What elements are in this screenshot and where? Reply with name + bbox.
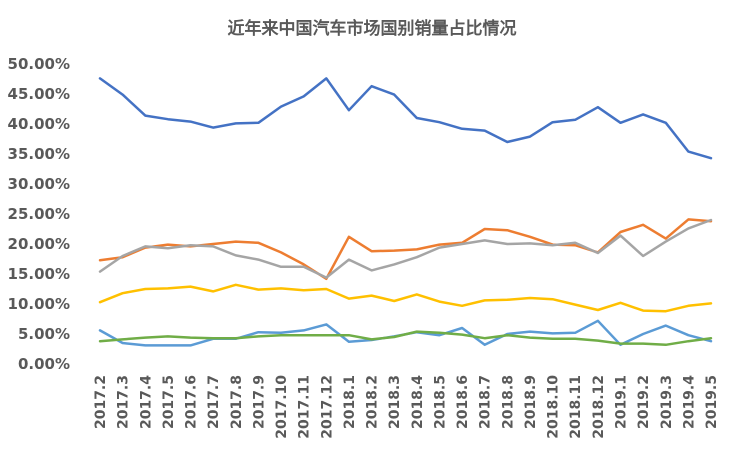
x-tick-label: 2017.7 [206, 375, 222, 429]
x-tick-label: 2018.10 [546, 375, 562, 439]
x-tick-label: 2018.11 [568, 375, 584, 439]
y-tick-label: 20.00% [8, 235, 70, 253]
x-tick-label: 2017.2 [93, 375, 109, 429]
y-tick-label: 15.00% [8, 265, 70, 283]
series-lines [98, 77, 713, 347]
x-tick-label: 2019.1 [613, 375, 629, 429]
y-tick-label: 50.00% [8, 55, 70, 73]
x-tick-label: 2018.2 [365, 375, 381, 429]
x-tick-label: 2019.2 [636, 375, 652, 429]
x-axis-ticks: 2017.2 2017.3 2017.4 2017.5 2017.6 2017.7 2017… [93, 375, 720, 439]
y-tick-label: 40.00% [8, 115, 70, 133]
y-axis-ticks: 0.00% 5.00% 10.00% 15.00% 20.00% 25.00% 30.00%… [8, 55, 70, 373]
series-line-4 [98, 283, 713, 313]
x-tick-label: 2018.1 [342, 375, 358, 429]
x-tick-label: 2017.10 [274, 375, 290, 439]
x-tick-label: 2018.6 [455, 375, 471, 429]
x-tick-label: 2017.11 [297, 375, 313, 439]
x-tick-label: 2017.6 [184, 375, 200, 429]
x-tick-label: 2018.7 [478, 375, 494, 429]
x-tick-label: 2017.3 [116, 375, 132, 429]
x-tick-label: 2019.4 [681, 375, 697, 429]
x-tick-label: 2018.9 [523, 375, 539, 429]
x-tick-label: 2017.5 [161, 375, 177, 429]
x-tick-label: 2018.5 [432, 375, 448, 429]
x-tick-label: 2018.8 [500, 375, 516, 429]
x-tick-label: 2018.3 [387, 375, 403, 429]
y-tick-label: 5.00% [18, 325, 70, 343]
y-tick-label: 45.00% [8, 85, 70, 103]
series-line-3 [98, 218, 713, 279]
y-tick-label: 10.00% [8, 295, 70, 313]
x-tick-label: 2017.9 [251, 375, 267, 429]
y-tick-label: 25.00% [8, 205, 70, 223]
x-tick-label: 2018.4 [410, 375, 426, 429]
x-tick-label: 2017.12 [319, 375, 335, 439]
y-tick-label: 30.00% [8, 175, 70, 193]
x-tick-label: 2019.5 [704, 375, 720, 429]
x-tick-label: 2018.12 [591, 375, 607, 439]
series-line-6 [98, 330, 713, 347]
y-tick-label: 35.00% [8, 145, 70, 163]
series-line-1 [98, 77, 713, 160]
x-tick-label: 2017.8 [229, 375, 245, 429]
series-line-2 [98, 218, 713, 281]
x-tick-label: 2019.3 [659, 375, 675, 429]
y-tick-label: 0.00% [18, 355, 70, 373]
x-tick-label: 2017.4 [138, 375, 154, 429]
chart-title: 近年来中国汽车市场国别销量占比情况 [228, 18, 517, 39]
